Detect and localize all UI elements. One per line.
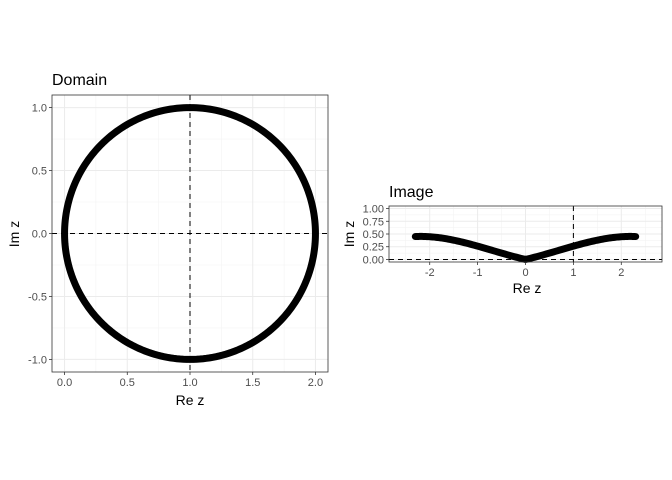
image-x-tick-label: -1: [473, 267, 483, 279]
image-y-ticks: 1.000.750.500.250.00: [363, 204, 389, 266]
image-panel: Image -2 -1 0 1 2 1.000.750.500.250.00 Re z …: [341, 184, 663, 296]
image-title: Image: [389, 184, 434, 201]
image-y-tick-label: 0.25: [363, 242, 384, 254]
domain-x-tick-label: 0.5: [120, 377, 135, 389]
image-x-tick-label: 2: [618, 267, 624, 279]
domain-reference-lines: [52, 95, 328, 372]
domain-y-tick-label: 0.0: [32, 229, 47, 241]
domain-y-ticks: 1.0 0.5 0.0 -0.5 -1.0: [28, 103, 52, 366]
domain-x-tick-label: 0.0: [57, 377, 72, 389]
domain-y-tick-label: -0.5: [28, 291, 47, 303]
domain-y-tick-label: -1.0: [28, 354, 47, 366]
image-x-tick-label: 1: [570, 267, 576, 279]
domain-y-axis-title: Im z: [6, 221, 22, 247]
domain-y-tick-label: 0.5: [32, 166, 47, 178]
image-y-tick-label: 0.00: [363, 254, 384, 266]
domain-panel: Domain 0.0 0.5 1.0 1.5 2.0 1.0 0.5 0.0 -0.5 -1.0…: [6, 72, 329, 408]
domain-x-tick-label: 1.5: [245, 377, 260, 389]
image-y-axis-title: Im z: [341, 221, 357, 247]
domain-circle-curve: [61, 104, 319, 363]
domain-title: Domain: [52, 72, 107, 89]
domain-x-ticks: 0.0 0.5 1.0 1.5 2.0: [57, 372, 323, 389]
domain-y-tick-label: 1.0: [32, 103, 47, 115]
image-x-axis-title: Re z: [513, 280, 542, 296]
image-x-tick-label: 0: [522, 267, 528, 279]
image-y-tick-label: 0.50: [363, 229, 384, 241]
domain-x-tick-label: 2.0: [308, 377, 323, 389]
image-x-ticks: -2 -1 0 1 2: [425, 262, 624, 279]
image-x-tick-label: -2: [425, 267, 435, 279]
domain-x-tick-label: 1.0: [182, 377, 197, 389]
image-y-tick-label: 0.75: [363, 216, 384, 228]
domain-x-axis-title: Re z: [176, 392, 205, 408]
image-y-tick-label: 1.00: [363, 204, 384, 216]
image-lobes-curve: [411, 232, 640, 263]
